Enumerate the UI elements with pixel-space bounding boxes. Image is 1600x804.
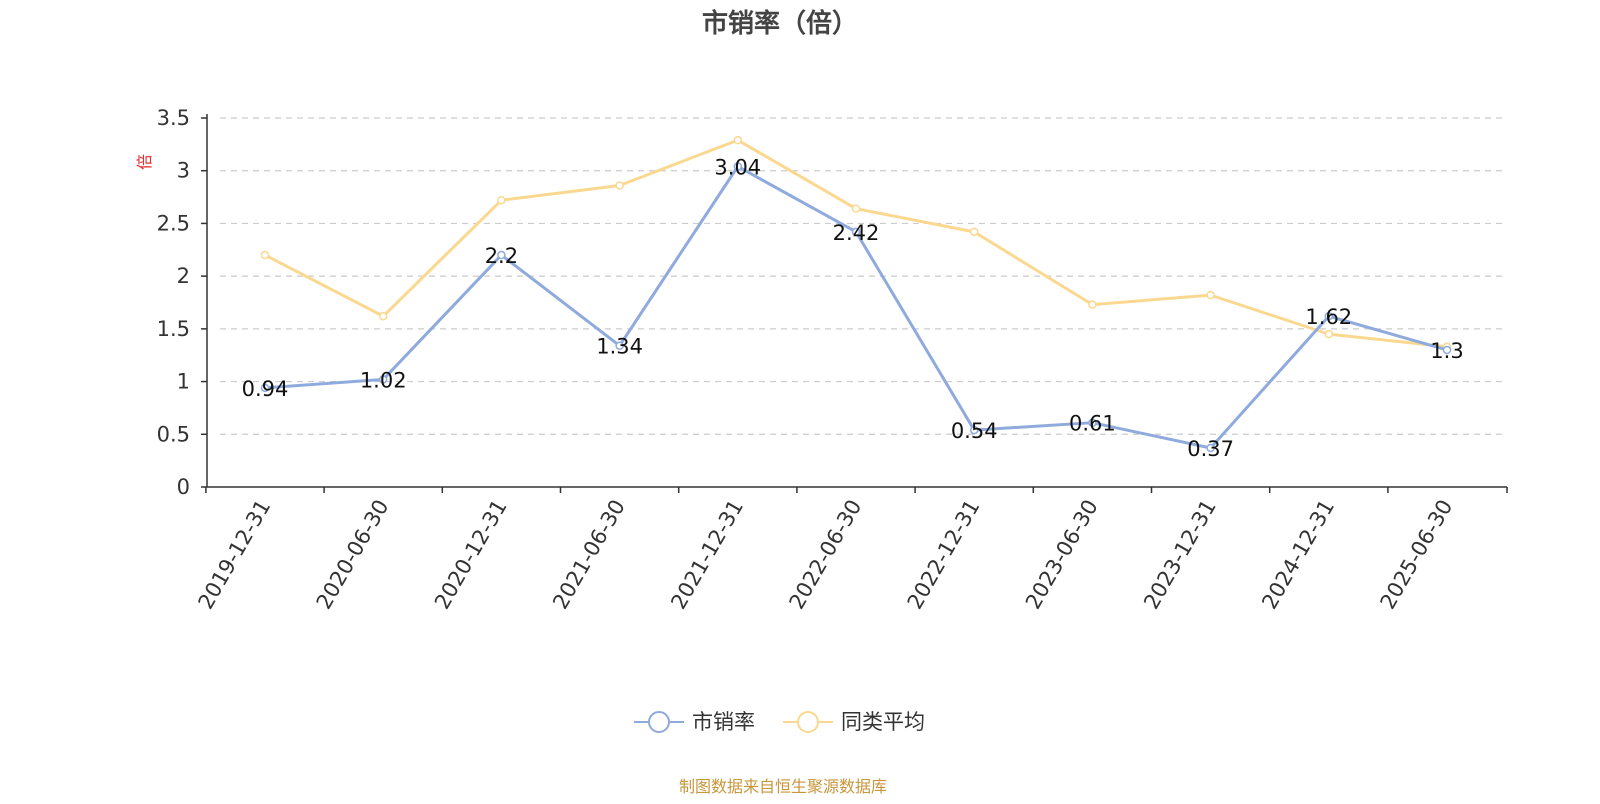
series-lines bbox=[260, 135, 1452, 453]
y-tick-label: 2 bbox=[177, 264, 190, 288]
x-tick-label: 2022-12-31 bbox=[903, 495, 985, 613]
data-point[interactable] bbox=[969, 425, 979, 435]
data-point[interactable] bbox=[260, 250, 270, 260]
axes: 0 0.5 1 1.5 2 2.5 3 3.5 2019-12-31 2020-06-30 2020… bbox=[157, 106, 1508, 614]
data-label: 1.02 bbox=[360, 368, 407, 392]
legend-label: 市销率 bbox=[692, 710, 755, 734]
y-tick-label: 1.5 bbox=[157, 317, 190, 341]
data-point[interactable] bbox=[378, 375, 388, 384]
y-tick-label: 3 bbox=[177, 159, 190, 183]
x-tick-label: 2021-06-30 bbox=[548, 496, 630, 614]
data-point[interactable] bbox=[851, 204, 861, 213]
source-note: 制图数据来自恒生聚源数据库 bbox=[679, 777, 887, 796]
x-tick-label: 2025-06-30 bbox=[1376, 496, 1458, 614]
x-tick-label: 2021-12-31 bbox=[666, 496, 748, 614]
x-tick-label: 2020-12-31 bbox=[430, 496, 512, 614]
data-label: 0.37 bbox=[1187, 437, 1234, 461]
y-tick-label: 0.5 bbox=[157, 422, 190, 446]
data-label: 3.04 bbox=[714, 155, 761, 179]
data-label: 1.34 bbox=[596, 335, 643, 359]
legend-label: 同类平均 bbox=[841, 710, 925, 734]
y-tick-label: 0 bbox=[177, 475, 190, 499]
data-point[interactable] bbox=[1324, 311, 1334, 321]
data-label: 0.54 bbox=[951, 419, 998, 443]
y-tick-label: 2.5 bbox=[157, 211, 190, 235]
y-tick-label: 1 bbox=[177, 370, 190, 394]
data-point[interactable] bbox=[615, 181, 624, 190]
data-point[interactable] bbox=[1206, 290, 1215, 300]
data-point[interactable] bbox=[1324, 329, 1334, 339]
data-labels: 0.94 1.02 2.2 1.34 3.04 2.42 0.54 0.61 0.37 1.62 1… bbox=[242, 155, 1464, 460]
data-point[interactable] bbox=[378, 311, 388, 321]
data-label: 1.3 bbox=[1430, 339, 1463, 363]
legend[interactable]: 市销率 同类平均 bbox=[634, 710, 925, 734]
data-point[interactable] bbox=[1088, 300, 1097, 309]
legend-item[interactable]: 同类平均 bbox=[783, 710, 925, 734]
data-label: 1.62 bbox=[1305, 305, 1352, 329]
x-tick-label: 2024-12-31 bbox=[1257, 496, 1339, 614]
data-point[interactable] bbox=[733, 135, 743, 145]
data-point[interactable] bbox=[1088, 418, 1097, 427]
data-point[interactable] bbox=[497, 195, 506, 205]
data-point[interactable] bbox=[969, 227, 979, 237]
x-tick-label: 2023-12-31 bbox=[1139, 496, 1221, 614]
grid-lines bbox=[220, 117, 1507, 435]
data-point[interactable] bbox=[1206, 443, 1215, 453]
legend-swatch-icon bbox=[648, 711, 670, 733]
x-tick-label: 2019-12-31 bbox=[194, 496, 276, 614]
data-point[interactable] bbox=[1442, 345, 1452, 355]
data-label: 0.94 bbox=[242, 377, 289, 401]
chart-title: 市销率（倍） bbox=[702, 8, 858, 39]
data-label: 0.61 bbox=[1069, 412, 1116, 436]
data-point[interactable] bbox=[260, 383, 270, 393]
data-point[interactable] bbox=[497, 250, 506, 260]
legend-swatch-icon bbox=[797, 711, 819, 733]
data-point[interactable] bbox=[851, 227, 861, 237]
data-label: 2.2 bbox=[485, 244, 518, 268]
legend-item[interactable]: 市销率 bbox=[634, 710, 755, 734]
data-point[interactable] bbox=[733, 162, 743, 171]
x-tick-label: 2023-06-30 bbox=[1021, 496, 1103, 614]
data-point[interactable] bbox=[615, 341, 624, 350]
x-tick-label: 2020-06-30 bbox=[312, 496, 394, 614]
y-axis-label: 倍 bbox=[135, 154, 154, 170]
data-label: 2.42 bbox=[833, 221, 880, 245]
y-tick-label: 3.5 bbox=[157, 106, 190, 130]
x-tick-label: 2022-06-30 bbox=[785, 496, 867, 614]
